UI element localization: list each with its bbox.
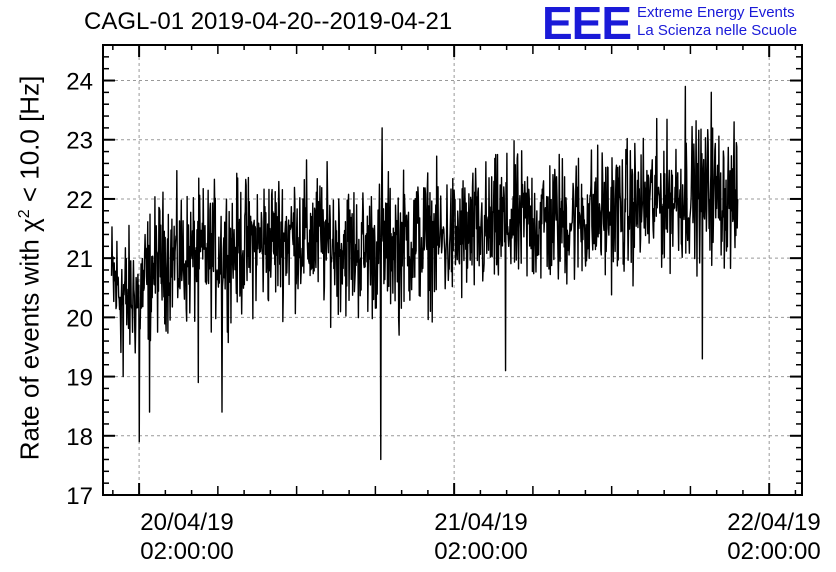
y-tick-label: 24 <box>66 69 93 96</box>
x-tick-label-2-time: 02:00:00 <box>727 538 821 565</box>
y-axis-label-part-1: Rate of events with <box>14 231 45 461</box>
y-tick-label: 23 <box>66 128 93 155</box>
eee-logo: EEE <box>542 0 632 49</box>
x-tick-label-0: 20/04/19 02:00:00 <box>140 508 233 566</box>
y-tick-label: 19 <box>66 365 93 392</box>
y-tick-labels: 17 18 19 20 21 22 23 24 <box>66 69 93 510</box>
x-tick-label-0-time: 02:00:00 <box>140 538 234 565</box>
eee-logo-caption: Extreme Energy Events La Scienza nelle S… <box>637 4 797 40</box>
y-tick-label: 17 <box>66 483 93 510</box>
chart-series <box>110 85 739 461</box>
y-axis-label-superscript: 2 <box>15 209 33 219</box>
eee-logo-mark: EEE <box>542 0 632 49</box>
chart-title: CAGL-01 2019-04-20--2019-04-21 <box>84 8 453 35</box>
y-tick-label: 20 <box>66 305 93 332</box>
x-tick-label-2: 22/04/19 02:00:00 <box>727 508 820 566</box>
x-tick-label-1-date: 21/04/19 <box>434 509 528 536</box>
x-tick-label-2-date: 22/04/19 <box>727 509 821 536</box>
y-tick-label: 21 <box>66 246 93 273</box>
y-axis-label: Rate of events with χ2 < 10.0 [Hz] <box>15 76 46 461</box>
y-axis-label-part-2: < 10.0 [Hz] <box>14 75 45 210</box>
x-tick-label-0-date: 20/04/19 <box>140 509 234 536</box>
logo-line-1: Extreme Energy Events <box>637 4 795 21</box>
x-tick-label-1: 21/04/19 02:00:00 <box>434 508 527 566</box>
y-tick-label: 22 <box>66 187 93 214</box>
y-axis-label-chi: χ <box>14 218 45 232</box>
logo-line-2: La Scienza nelle Scuole <box>637 22 798 39</box>
y-tick-label: 18 <box>66 424 93 451</box>
x-tick-label-1-time: 02:00:00 <box>434 538 528 565</box>
rate-series-line <box>110 85 739 461</box>
chart-ticks <box>103 45 802 496</box>
